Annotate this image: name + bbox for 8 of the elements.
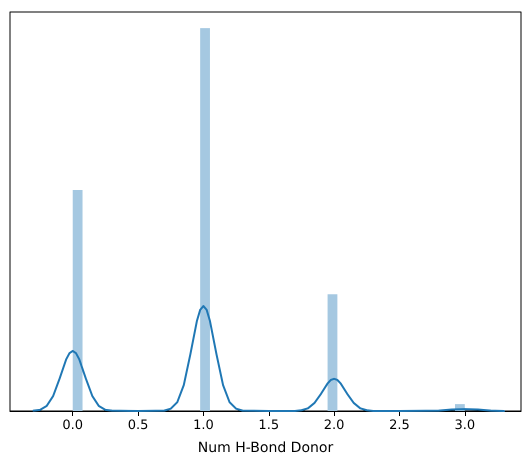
x-tick-label: 0.0: [62, 418, 84, 433]
x-tick-label: 2.5: [389, 418, 410, 433]
x-tick-label: 3.0: [454, 418, 476, 433]
x-tick-label: 1.5: [258, 418, 280, 433]
x-axis-title: Num H-Bond Donor: [198, 440, 334, 456]
x-tick-label: 2.0: [324, 418, 344, 433]
x-tick-label: 0.5: [128, 418, 148, 433]
x-tick-label: 1.0: [193, 418, 214, 433]
